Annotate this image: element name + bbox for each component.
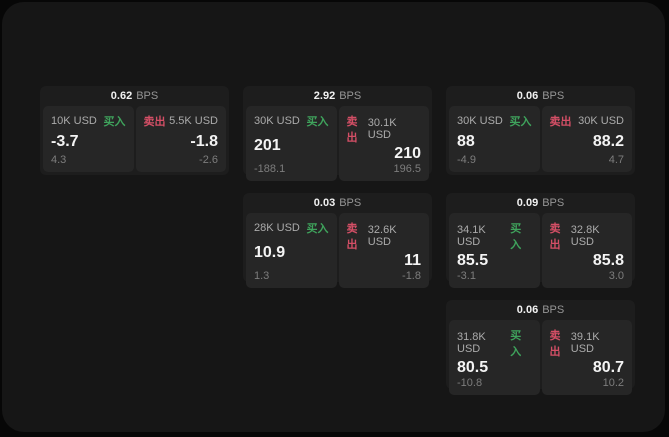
sell-size: 32.8K USD bbox=[570, 224, 600, 248]
sell-quote-tile[interactable]: 卖出 5.5K USD -1.8 -2.6 bbox=[135, 106, 226, 172]
bps-header: 0.62 BPS bbox=[43, 86, 226, 106]
sell-size: 32.6K USD bbox=[367, 224, 397, 248]
sell-size: 30K USD bbox=[578, 115, 624, 127]
bps-value: 0.06 bbox=[516, 304, 539, 316]
bps-unit-label: BPS bbox=[542, 90, 565, 102]
buy-quote-tile[interactable]: 10K USD 买入 -3.7 4.3 bbox=[43, 106, 134, 172]
sell-label: 卖出 bbox=[549, 223, 561, 251]
quote-card: 0.62 BPS 10K USD 买入 -3.7 4.3 卖出 bbox=[40, 86, 229, 175]
buy-quote-tile[interactable]: 30K USD 买入 201 -188.1 bbox=[246, 106, 337, 181]
bps-header: 0.06 BPS bbox=[449, 86, 632, 106]
sell-price: 80.7 bbox=[592, 359, 624, 376]
quote-cards-grid: 0.62 BPS 10K USD 买入 -3.7 4.3 卖出 bbox=[40, 86, 635, 395]
buy-label: 买入 bbox=[510, 223, 522, 251]
sell-label: 卖出 bbox=[346, 223, 358, 251]
quote-card-body: 28K USD 买入 10.9 1.3 卖出 32.6K USD 11 -1.8 bbox=[246, 213, 429, 288]
sell-label: 卖出 bbox=[549, 330, 561, 358]
buy-price: 201 bbox=[254, 137, 281, 154]
buy-price: 88 bbox=[457, 132, 475, 150]
bps-value: 0.09 bbox=[516, 197, 539, 209]
sell-price: 210 bbox=[394, 145, 421, 162]
bps-value: 0.62 bbox=[110, 90, 133, 102]
sell-label: 卖出 bbox=[346, 116, 358, 144]
sell-size: 5.5K USD bbox=[169, 115, 218, 127]
buy-price: 85.5 bbox=[457, 252, 489, 269]
bps-header: 0.09 BPS bbox=[449, 193, 632, 213]
bps-header: 0.06 BPS bbox=[449, 300, 632, 320]
buy-price: -3.7 bbox=[51, 132, 79, 150]
quote-card-body: 31.8K USD 买入 80.5 -10.8 卖出 39.1K USD 80.… bbox=[449, 320, 632, 395]
buy-quote-tile[interactable]: 34.1K USD 买入 85.5 -3.1 bbox=[449, 213, 540, 288]
quote-card: 0.03 BPS 28K USD 买入 10.9 1.3 卖出 bbox=[243, 193, 432, 288]
sell-change: -1.8 bbox=[402, 270, 421, 282]
sell-change: 196.5 bbox=[393, 163, 421, 175]
bps-header: 2.92 BPS bbox=[246, 86, 429, 106]
bps-header: 0.03 BPS bbox=[246, 193, 429, 213]
sell-change: 10.2 bbox=[602, 377, 624, 389]
sell-quote-tile[interactable]: 卖出 30K USD 88.2 4.7 bbox=[541, 106, 632, 172]
quote-card: 0.06 BPS 31.8K USD 买入 80.5 -10.8 卖 bbox=[446, 300, 635, 395]
sell-price: 85.8 bbox=[592, 252, 624, 269]
quote-card-body: 30K USD 买入 201 -188.1 卖出 30.1K USD 210 1… bbox=[246, 106, 429, 181]
bps-unit-label: BPS bbox=[136, 90, 159, 102]
bps-unit-label: BPS bbox=[339, 197, 362, 209]
buy-price: 80.5 bbox=[457, 359, 489, 376]
quote-card-body: 30K USD 买入 88 -4.9 卖出 30K USD 88.2 4.7 bbox=[449, 106, 632, 172]
sell-price: 11 bbox=[404, 252, 421, 269]
buy-price: 10.9 bbox=[254, 244, 286, 261]
quote-card-body: 10K USD 买入 -3.7 4.3 卖出 5.5K USD -1.8 -2.… bbox=[43, 106, 226, 172]
bps-value: 0.06 bbox=[516, 90, 539, 102]
sell-size: 30.1K USD bbox=[367, 117, 397, 141]
bps-unit-label: BPS bbox=[339, 90, 362, 102]
buy-label: 买入 bbox=[103, 116, 126, 128]
sell-change: 3.0 bbox=[608, 270, 624, 282]
buy-size: 34.1K USD bbox=[457, 224, 486, 248]
sell-quote-tile[interactable]: 卖出 32.6K USD 11 -1.8 bbox=[338, 213, 429, 288]
quote-card: 0.06 BPS 30K USD 买入 88 -4.9 卖出 bbox=[446, 86, 635, 175]
sell-change: -2.6 bbox=[199, 154, 218, 166]
buy-change: -10.8 bbox=[457, 377, 483, 389]
buy-change: 4.3 bbox=[51, 154, 67, 166]
quote-card: 2.92 BPS 30K USD 买入 201 -188.1 卖出 bbox=[243, 86, 432, 181]
sell-price: 88.2 bbox=[592, 132, 624, 150]
sell-size: 39.1K USD bbox=[570, 331, 600, 355]
buy-change: 1.3 bbox=[254, 270, 270, 282]
sell-quote-tile[interactable]: 卖出 30.1K USD 210 196.5 bbox=[338, 106, 429, 181]
bps-value: 0.03 bbox=[313, 197, 336, 209]
trading-quotes-panel: 0.62 BPS 10K USD 买入 -3.7 4.3 卖出 bbox=[2, 2, 665, 432]
buy-quote-tile[interactable]: 28K USD 买入 10.9 1.3 bbox=[246, 213, 337, 288]
buy-label: 买入 bbox=[306, 116, 329, 128]
buy-size: 28K USD bbox=[254, 222, 300, 234]
sell-quote-tile[interactable]: 卖出 32.8K USD 85.8 3.0 bbox=[541, 213, 632, 288]
buy-size: 30K USD bbox=[457, 115, 503, 127]
sell-label: 卖出 bbox=[143, 116, 166, 128]
sell-price: -1.8 bbox=[190, 132, 218, 150]
sell-quote-tile[interactable]: 卖出 39.1K USD 80.7 10.2 bbox=[541, 320, 632, 395]
buy-change: -188.1 bbox=[254, 163, 286, 175]
buy-label: 买入 bbox=[306, 223, 329, 235]
buy-label: 买入 bbox=[510, 330, 522, 358]
buy-change: -3.1 bbox=[457, 270, 476, 282]
buy-change: -4.9 bbox=[457, 154, 476, 166]
sell-label: 卖出 bbox=[549, 116, 572, 128]
buy-quote-tile[interactable]: 30K USD 买入 88 -4.9 bbox=[449, 106, 540, 172]
buy-quote-tile[interactable]: 31.8K USD 买入 80.5 -10.8 bbox=[449, 320, 540, 395]
sell-change: 4.7 bbox=[608, 154, 624, 166]
bps-unit-label: BPS bbox=[542, 197, 565, 209]
bps-unit-label: BPS bbox=[542, 304, 565, 316]
quote-card-body: 34.1K USD 买入 85.5 -3.1 卖出 32.8K USD 85.8… bbox=[449, 213, 632, 288]
quote-card: 0.09 BPS 34.1K USD 买入 85.5 -3.1 卖出 bbox=[446, 193, 635, 288]
buy-size: 31.8K USD bbox=[457, 331, 486, 355]
buy-label: 买入 bbox=[509, 116, 532, 128]
buy-size: 30K USD bbox=[254, 115, 300, 127]
buy-size: 10K USD bbox=[51, 115, 97, 127]
bps-value: 2.92 bbox=[313, 90, 336, 102]
